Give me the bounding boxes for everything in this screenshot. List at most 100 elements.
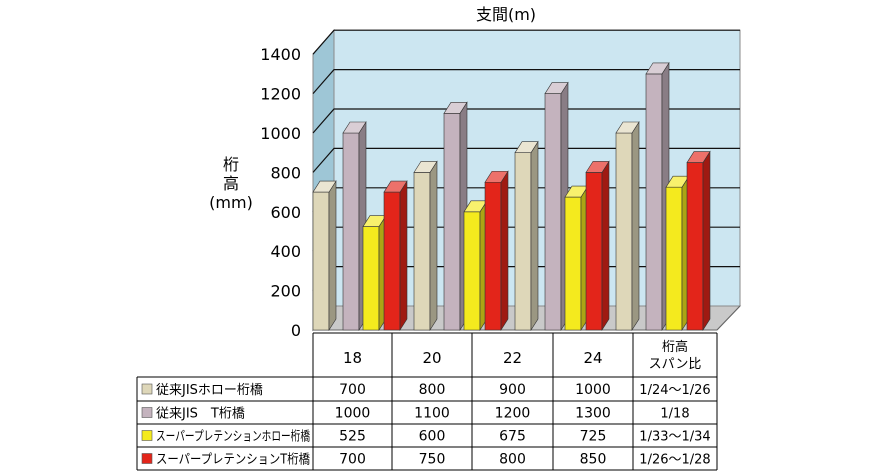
- bar-front: [443, 113, 461, 331]
- data-label: 750: [419, 452, 446, 468]
- bar-18-series-3: [362, 214, 387, 332]
- chart-title: 支間(m): [476, 5, 536, 24]
- bar-top: [312, 180, 337, 193]
- bar-top: [686, 151, 711, 163]
- bar-side: [702, 150, 711, 332]
- bar-20-series-1: [413, 160, 438, 332]
- gridline: [312, 68, 740, 94]
- data-label: 900: [499, 382, 526, 398]
- data-label: 1000: [575, 382, 611, 398]
- y-tick-label: 0: [291, 321, 301, 340]
- bar-top: [585, 161, 610, 173]
- bar-side: [399, 180, 408, 332]
- gridline: [312, 29, 740, 55]
- x-category-label: 18: [343, 349, 362, 367]
- bar-front: [514, 152, 532, 331]
- bar-22-series-4: [585, 160, 610, 332]
- legend-swatch: [141, 407, 153, 418]
- data-label: 600: [419, 429, 446, 445]
- legend-entry: 従来JISホロー桁橋: [156, 383, 263, 398]
- ratio-value: 1/18: [660, 407, 689, 422]
- y-tick-label: 1000: [260, 124, 301, 143]
- bar-side: [631, 120, 640, 332]
- data-label: 725: [580, 429, 607, 445]
- y-axis-label-line-3: (mm): [209, 193, 253, 212]
- bar-18-series-4: [383, 180, 408, 332]
- bar-top: [514, 141, 539, 153]
- bar-22-series-3: [564, 184, 589, 332]
- x-category-label: 20: [422, 349, 441, 367]
- bar-top: [484, 170, 509, 183]
- bar-18-series-1: [312, 180, 337, 332]
- bar-front: [413, 172, 431, 331]
- y-tick-label: 800: [270, 163, 301, 182]
- bar-front: [312, 191, 330, 331]
- gridline: [312, 147, 740, 173]
- bar-side: [601, 160, 610, 332]
- y-tick-label: 600: [270, 203, 301, 222]
- bar-24-series-2: [645, 61, 670, 332]
- bar-front: [463, 211, 481, 331]
- bar-side: [328, 180, 337, 332]
- y-axis-label-line-2: 高: [223, 174, 239, 193]
- bar-side: [500, 170, 509, 332]
- y-axis-label-line-1: 桁: [223, 155, 239, 174]
- ratio-value: 1/26～1/28: [639, 453, 710, 468]
- ratio-value: 1/33～1/34: [639, 430, 710, 445]
- data-label: 800: [419, 382, 446, 398]
- bar-18-series-2: [342, 120, 367, 332]
- data-label: 800: [499, 452, 526, 468]
- bar-front: [362, 226, 380, 331]
- bar-front: [615, 132, 633, 331]
- data-label: 1200: [495, 406, 531, 422]
- data-label: 1000: [335, 406, 371, 422]
- y-tick-label: 1400: [260, 45, 301, 64]
- bar-top: [615, 121, 640, 134]
- y-tick-label: 200: [270, 282, 301, 301]
- bar-front: [564, 196, 582, 331]
- ratio-value: 1/24～1/26: [639, 383, 710, 398]
- bar-side: [530, 140, 539, 332]
- data-label: 1100: [414, 406, 450, 422]
- bar-top: [645, 62, 670, 75]
- x-category-label: 24: [583, 349, 602, 367]
- bar-top: [383, 180, 408, 193]
- data-label: 700: [339, 452, 366, 468]
- data-label: 700: [339, 382, 366, 398]
- bar-24-series-1: [615, 120, 640, 332]
- data-label: 1300: [575, 406, 611, 422]
- bar-front: [484, 181, 502, 331]
- legend-swatch: [141, 383, 153, 395]
- bar-22-series-2: [544, 81, 569, 332]
- data-label: 525: [339, 429, 366, 445]
- chart-floor-edge-right: [716, 305, 741, 331]
- legend-entry: 従来JIS T桁橋: [156, 407, 245, 422]
- bar-20-series-4: [484, 170, 509, 332]
- bar-top: [342, 121, 367, 134]
- bar-22-series-1: [514, 140, 539, 332]
- bar-top: [544, 82, 569, 94]
- bar-top: [413, 161, 438, 173]
- bar-front: [544, 93, 562, 331]
- bar-20-series-2: [443, 101, 468, 332]
- bar-24-series-3: [665, 175, 690, 332]
- legend-swatch: [141, 453, 153, 464]
- bar-top: [443, 102, 468, 114]
- bar-20-series-3: [463, 199, 488, 332]
- bar-front: [342, 132, 360, 331]
- ratio-header-line-2: スパン比: [649, 357, 702, 372]
- bar-front: [585, 172, 603, 331]
- legend-entry: スーパープレテンションT桁橋: [156, 453, 310, 468]
- bar-24-series-4: [686, 150, 711, 332]
- data-label: 850: [580, 452, 607, 468]
- bar-front: [686, 162, 704, 331]
- y-tick-label: 1200: [260, 85, 301, 104]
- gridline: [312, 108, 740, 134]
- legend-entry: スーパープレテンションホロー桁橋: [156, 430, 310, 445]
- bar-side: [429, 160, 438, 332]
- ratio-header-line-1: 桁高: [662, 339, 688, 355]
- x-category-label: 22: [503, 349, 522, 367]
- data-label: 675: [499, 429, 526, 445]
